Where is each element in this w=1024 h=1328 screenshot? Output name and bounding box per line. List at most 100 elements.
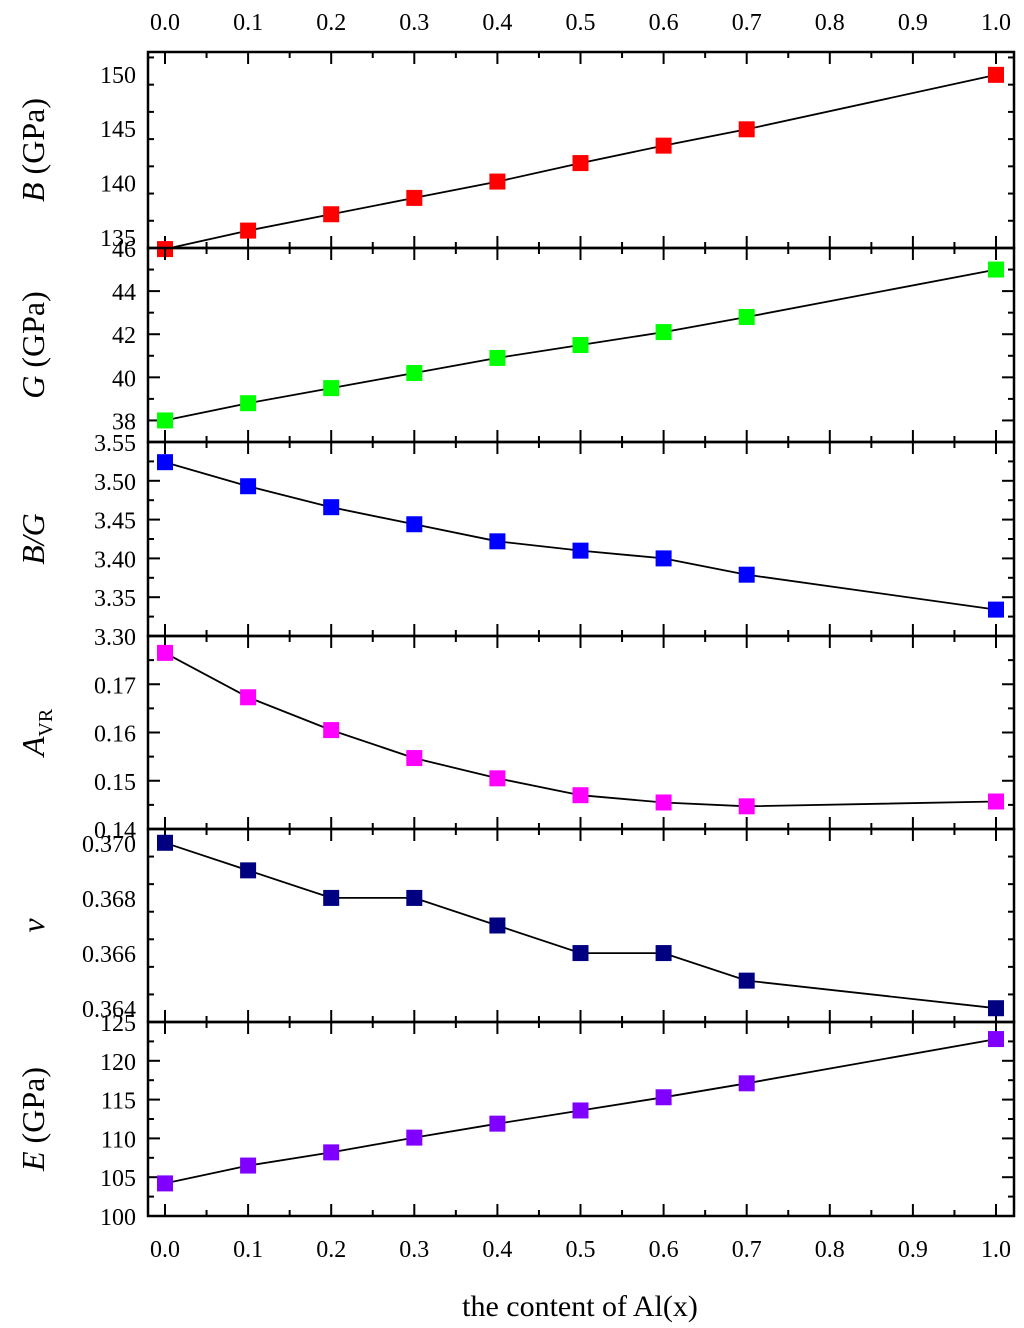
y-tick-label: 120 (100, 1050, 136, 1076)
top-x-tick-label: 0.4 (482, 10, 512, 36)
bottom-x-tick-label: 0.6 (649, 1237, 679, 1263)
data-point (157, 1175, 173, 1192)
data-point (406, 889, 423, 906)
y-axis-label: B (GPa) (15, 98, 51, 202)
data-point (572, 155, 589, 172)
panel-frame (146, 50, 1016, 250)
top-x-tick-labels: 0.0 0.1 0.2 0.3 0.4 0.5 0.6 0.7 0.8 0.9 1.0 (150, 10, 1011, 36)
y-tick-label: 125 (100, 1011, 136, 1037)
data-point (323, 380, 340, 397)
y-label-symbol: G (15, 376, 51, 399)
top-x-tick-label: 0.3 (399, 10, 429, 36)
y-label-subscript: VR (35, 708, 57, 736)
panel-bulk-modulus: 135 140 145 150 B (GPa) (15, 50, 1016, 258)
y-label-unit: (GPa) (15, 1067, 51, 1151)
data-point (572, 542, 589, 559)
panel-frame (146, 827, 1016, 1024)
y-tick-label: 42 (112, 323, 136, 349)
panel-shear-modulus: 38 40 42 44 46 G (GPa) (15, 237, 1016, 444)
data-point (655, 1089, 672, 1106)
data-point (406, 1129, 423, 1146)
data-point (572, 337, 589, 353)
y-label-unit: (GPa) (15, 291, 51, 375)
bottom-x-tick-label: 0.1 (233, 1237, 263, 1263)
bottom-x-tick-label: 0.8 (815, 1237, 845, 1263)
y-tick-label: 0.16 (94, 722, 136, 748)
y-tick-label: 40 (112, 366, 136, 392)
data-point (572, 1102, 589, 1119)
data-point (157, 412, 173, 429)
data-point (738, 308, 755, 325)
y-tick-label: 0.370 (82, 832, 136, 858)
x-axis-label: the content of Al(x) (462, 1290, 698, 1323)
y-label-unit: (GPa) (15, 98, 51, 182)
y-tick-label: 46 (112, 237, 136, 263)
data-point (240, 478, 257, 495)
y-tick-label: 115 (101, 1089, 136, 1115)
data-point (323, 722, 340, 739)
data-point (489, 1115, 506, 1132)
data-point (489, 917, 506, 934)
y-tick-label: 0.366 (82, 942, 136, 968)
data-point (489, 173, 506, 190)
series-line (164, 841, 997, 1010)
bottom-x-tick-label: 0.7 (732, 1237, 762, 1263)
bottom-x-tick-label: 0.9 (898, 1237, 928, 1263)
data-point (406, 750, 423, 767)
bottom-x-tick-label: 0.4 (482, 1237, 512, 1263)
data-point (240, 862, 257, 879)
y-label-symbol: E (15, 1151, 51, 1172)
y-tick-label: 0.364 (82, 997, 136, 1023)
y-tick-label: 3.30 (94, 625, 136, 651)
data-point (489, 349, 506, 366)
data-point (406, 365, 423, 382)
y-tick-label: 105 (100, 1166, 136, 1192)
data-point (738, 121, 755, 138)
y-axis-label: G (GPa) (15, 291, 51, 399)
y-label-symbol: B/G (15, 513, 51, 565)
data-point (988, 261, 1004, 278)
y-axis-label: B/G (15, 513, 51, 565)
top-x-tick-label: 1.0 (981, 10, 1011, 36)
data-point (655, 137, 672, 154)
top-x-tick-label: 0.1 (233, 10, 263, 36)
data-point (572, 787, 589, 804)
y-tick-label: 0.368 (82, 887, 136, 913)
y-label-symbol: A (15, 736, 51, 758)
data-point (157, 834, 173, 851)
panel-youngs-modulus: 100 105 110 115 120 125 E (GPa) (15, 1011, 1016, 1231)
data-point (738, 566, 755, 583)
panel-frame (146, 440, 1016, 638)
bottom-x-tick-label: 0.5 (566, 1237, 596, 1263)
y-tick-label: 150 (100, 63, 136, 89)
series-line (164, 652, 997, 808)
top-x-tick-label: 0.2 (316, 10, 346, 36)
y-tick-label: 140 (100, 172, 136, 198)
data-point (323, 206, 340, 223)
y-tick-label: 3.35 (94, 586, 136, 612)
bottom-x-tick-labels: 0.0 0.1 0.2 0.3 0.4 0.5 0.6 0.7 0.8 0.9 1.0 (150, 1237, 1011, 1263)
y-tick-label: 110 (101, 1127, 136, 1153)
data-point (157, 644, 173, 661)
y-tick-label: 3.45 (94, 509, 136, 535)
y-tick-label: 3.55 (94, 431, 136, 457)
y-label-symbol: B (15, 182, 51, 202)
y-tick-label: 0.14 (94, 818, 136, 844)
series-line (164, 461, 997, 611)
top-x-tick-label: 0.8 (815, 10, 845, 36)
y-tick-label: 100 (100, 1205, 136, 1231)
top-x-tick-label: 0.5 (566, 10, 596, 36)
data-point (240, 689, 257, 706)
panel-anisotropy: 0.14 0.15 0.16 0.17 AVR (15, 634, 1016, 844)
data-point (323, 1144, 340, 1161)
y-axis-label: AVR (15, 708, 57, 758)
data-point (738, 1075, 755, 1092)
data-point (988, 1000, 1004, 1017)
data-point (738, 798, 755, 815)
data-point (406, 189, 423, 206)
data-point (655, 794, 672, 811)
y-tick-label: 145 (100, 117, 136, 143)
data-point (323, 499, 340, 516)
panel-frame (146, 1020, 1016, 1218)
